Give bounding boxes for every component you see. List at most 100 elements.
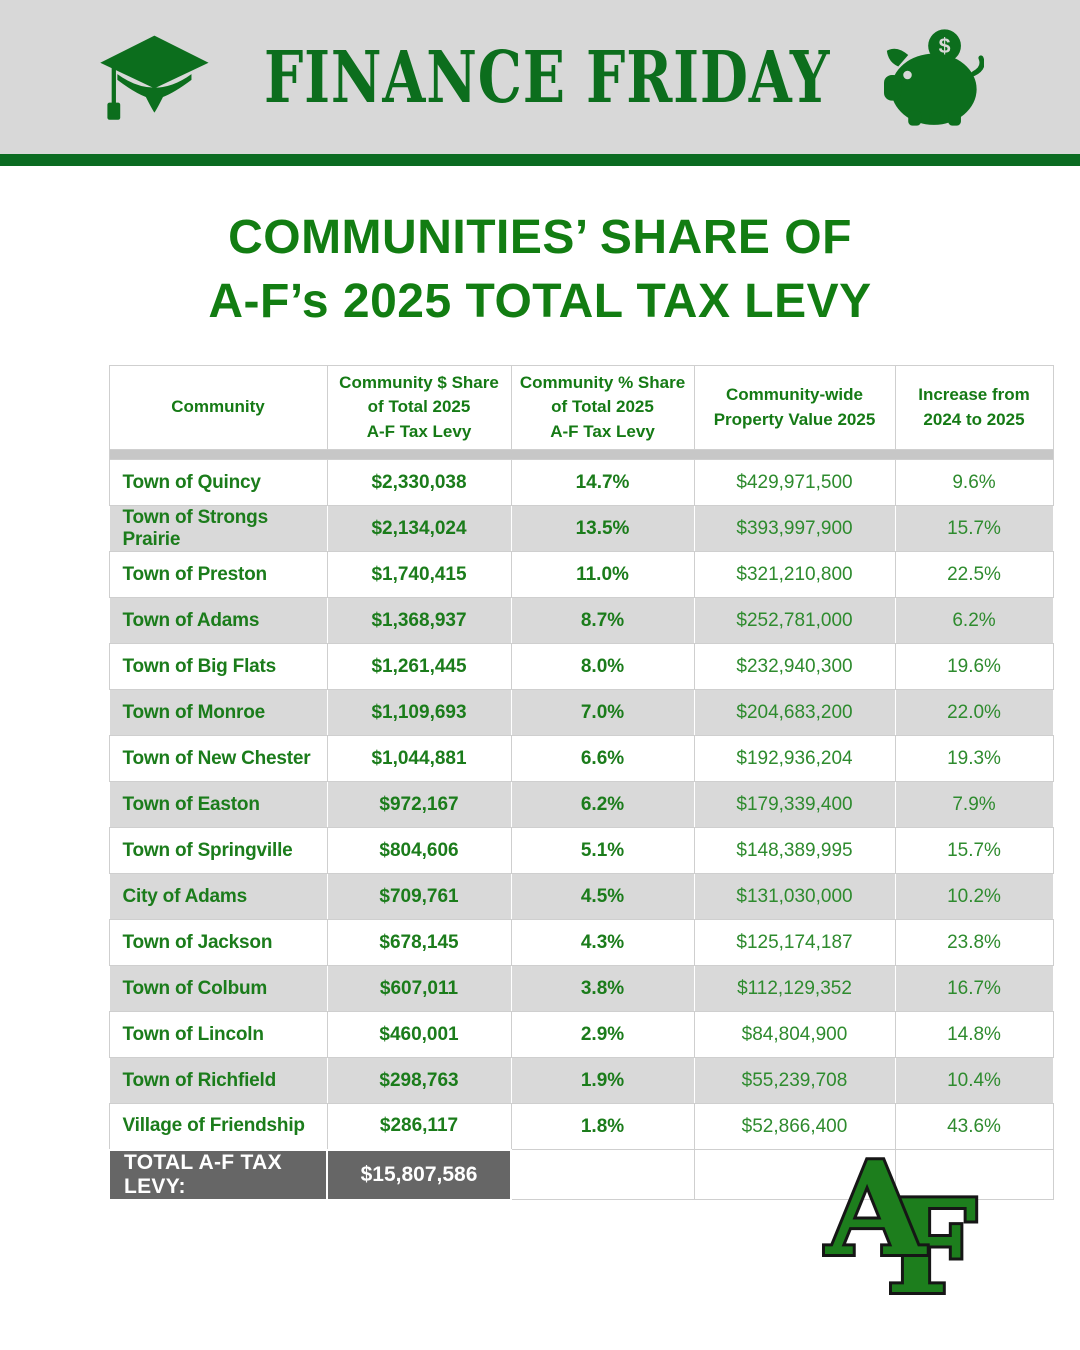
- cell-community: City of Adams: [108, 873, 328, 920]
- cell-percent-share: 3.8%: [510, 965, 695, 1012]
- table-row: Town of Adams $1,368,937 8.7% $252,781,000 6…: [108, 597, 1054, 644]
- cell-dollar-share: $286,117: [326, 1103, 512, 1150]
- cell-percent-share: 6.2%: [510, 781, 695, 828]
- header-banner: FINANCE FRIDAY $: [0, 0, 1080, 154]
- column-header-1: Community $ Share of Total 2025 A-F Tax …: [326, 365, 512, 450]
- total-empty-cell: [894, 1149, 1054, 1200]
- cell-property-value: $55,239,708: [693, 1057, 896, 1104]
- cell-percent-share: 1.8%: [510, 1103, 695, 1150]
- cell-dollar-share: $709,761: [326, 873, 512, 920]
- table-row: Town of Jackson $678,145 4.3% $125,174,187 2…: [108, 919, 1054, 966]
- cell-increase: 22.5%: [894, 551, 1054, 598]
- cell-dollar-share: $1,109,693: [326, 689, 512, 736]
- cell-dollar-share: $2,330,038: [326, 459, 512, 506]
- table-row: Town of Big Flats $1,261,445 8.0% $232,940,…: [108, 643, 1054, 690]
- cell-percent-share: 8.0%: [510, 643, 695, 690]
- cell-dollar-share: $2,134,024: [326, 505, 512, 552]
- table-header-row: Community Community $ Share of Total 2025…: [108, 365, 1054, 450]
- cell-percent-share: 5.1%: [510, 827, 695, 874]
- cell-increase: 23.8%: [894, 919, 1054, 966]
- cell-percent-share: 11.0%: [510, 551, 695, 598]
- cell-increase: 7.9%: [894, 781, 1054, 828]
- banner-title: FINANCE FRIDAY: [263, 34, 831, 120]
- table-row: Town of Springville $804,606 5.1% $148,389,…: [108, 827, 1054, 874]
- table-row: Town of Preston $1,740,415 11.0% $321,210,8…: [108, 551, 1054, 598]
- cell-community: Town of Colbum: [108, 965, 328, 1012]
- cell-increase: 22.0%: [894, 689, 1054, 736]
- cell-property-value: $131,030,000: [693, 873, 896, 920]
- cell-property-value: $232,940,300: [693, 643, 896, 690]
- cell-property-value: $148,389,995: [693, 827, 896, 874]
- header-separator-cell: [108, 449, 1054, 460]
- column-header-3: Community-wide Property Value 2025: [693, 365, 896, 450]
- cell-property-value: $192,936,204: [693, 735, 896, 782]
- cell-dollar-share: $804,606: [326, 827, 512, 874]
- cell-property-value: $112,129,352: [693, 965, 896, 1012]
- cell-property-value: $321,210,800: [693, 551, 896, 598]
- cell-percent-share: 6.6%: [510, 735, 695, 782]
- cell-dollar-share: $1,368,937: [326, 597, 512, 644]
- table-row: Town of Richfield $298,763 1.9% $55,239,708…: [108, 1057, 1054, 1104]
- page-title-line1: COMMUNITIES’ SHARE OF: [228, 211, 852, 264]
- cell-property-value: $84,804,900: [693, 1011, 896, 1058]
- cell-dollar-share: $1,261,445: [326, 643, 512, 690]
- tax-levy-table: Community Community $ Share of Total 2025…: [108, 365, 1054, 1201]
- cell-increase: 19.3%: [894, 735, 1054, 782]
- cell-increase: 10.4%: [894, 1057, 1054, 1104]
- tax-levy-table-container: Community Community $ Share of Total 2025…: [108, 365, 1054, 1201]
- cell-increase: 14.8%: [894, 1011, 1054, 1058]
- cell-community: Town of Lincoln: [108, 1011, 328, 1058]
- cell-increase: 10.2%: [894, 873, 1054, 920]
- cell-property-value: $179,339,400: [693, 781, 896, 828]
- coin-dollar-symbol: $: [939, 33, 951, 57]
- table-row: Town of Easton $972,167 6.2% $179,339,400 7.…: [108, 781, 1054, 828]
- cell-percent-share: 13.5%: [510, 505, 695, 552]
- page-title-line2: A-F’s 2025 TOTAL TAX LEVY: [208, 274, 872, 328]
- cell-community: Town of Monroe: [108, 689, 328, 736]
- cell-community: Village of Friendship: [108, 1103, 328, 1150]
- cell-property-value: $52,866,400: [693, 1103, 896, 1150]
- cell-dollar-share: $1,740,415: [326, 551, 512, 598]
- cell-property-value: $393,997,900: [693, 505, 896, 552]
- logo-letter-f: F: [886, 1173, 977, 1307]
- table-row: Town of Monroe $1,109,693 7.0% $204,683,200…: [108, 689, 1054, 736]
- cell-percent-share: 1.9%: [510, 1057, 695, 1104]
- cell-dollar-share: $678,145: [326, 919, 512, 966]
- header-separator-strip: [108, 449, 1054, 460]
- cell-community: Town of New Chester: [108, 735, 328, 782]
- total-label: TOTAL A-F TAX LEVY:: [108, 1148, 328, 1201]
- cell-dollar-share: $607,011: [326, 965, 512, 1012]
- page-title: COMMUNITIES’ SHARE OF A-F’s 2025 TOTAL T…: [0, 206, 1080, 334]
- cell-percent-share: 8.7%: [510, 597, 695, 644]
- column-header-2: Community % Share of Total 2025 A-F Tax …: [510, 365, 695, 450]
- cell-increase: 16.7%: [894, 965, 1054, 1012]
- cell-community: Town of Richfield: [108, 1057, 328, 1104]
- cell-increase: 6.2%: [894, 597, 1054, 644]
- cell-community: Town of Adams: [108, 597, 328, 644]
- piggy-bank-icon: $: [884, 28, 984, 126]
- cell-increase: 9.6%: [894, 459, 1054, 506]
- cell-property-value: $204,683,200: [693, 689, 896, 736]
- column-header-0: Community: [108, 365, 328, 450]
- table-row: Town of Quincy $2,330,038 14.7% $429,971,50…: [108, 459, 1054, 506]
- logo-letter-a: A: [825, 1142, 927, 1285]
- cell-community: Town of Quincy: [108, 459, 328, 506]
- cell-community: Town of Big Flats: [108, 643, 328, 690]
- cell-community: Town of Preston: [108, 551, 328, 598]
- cell-community: Town of Springville: [108, 827, 328, 874]
- cell-community: Town of Easton: [108, 781, 328, 828]
- total-empty-cell: [510, 1149, 695, 1200]
- cell-dollar-share: $1,044,881: [326, 735, 512, 782]
- cell-community: Town of Strongs Prairie: [108, 505, 328, 552]
- table-row: Town of Colbum $607,011 3.8% $112,129,352 16…: [108, 965, 1054, 1012]
- cell-percent-share: 4.5%: [510, 873, 695, 920]
- total-value: $15,807,586: [326, 1148, 512, 1201]
- cell-dollar-share: $460,001: [326, 1011, 512, 1058]
- total-row: TOTAL A-F TAX LEVY: $15,807,586: [108, 1148, 1054, 1201]
- table-row: Town of Lincoln $460,001 2.9% $84,804,900 14…: [108, 1011, 1054, 1058]
- table-row: Town of Strongs Prairie $2,134,024 13.5% $3…: [108, 505, 1054, 552]
- cell-property-value: $125,174,187: [693, 919, 896, 966]
- banner-divider-bar: [0, 154, 1080, 166]
- cell-property-value: $429,971,500: [693, 459, 896, 506]
- af-school-logo: F A: [822, 1142, 980, 1307]
